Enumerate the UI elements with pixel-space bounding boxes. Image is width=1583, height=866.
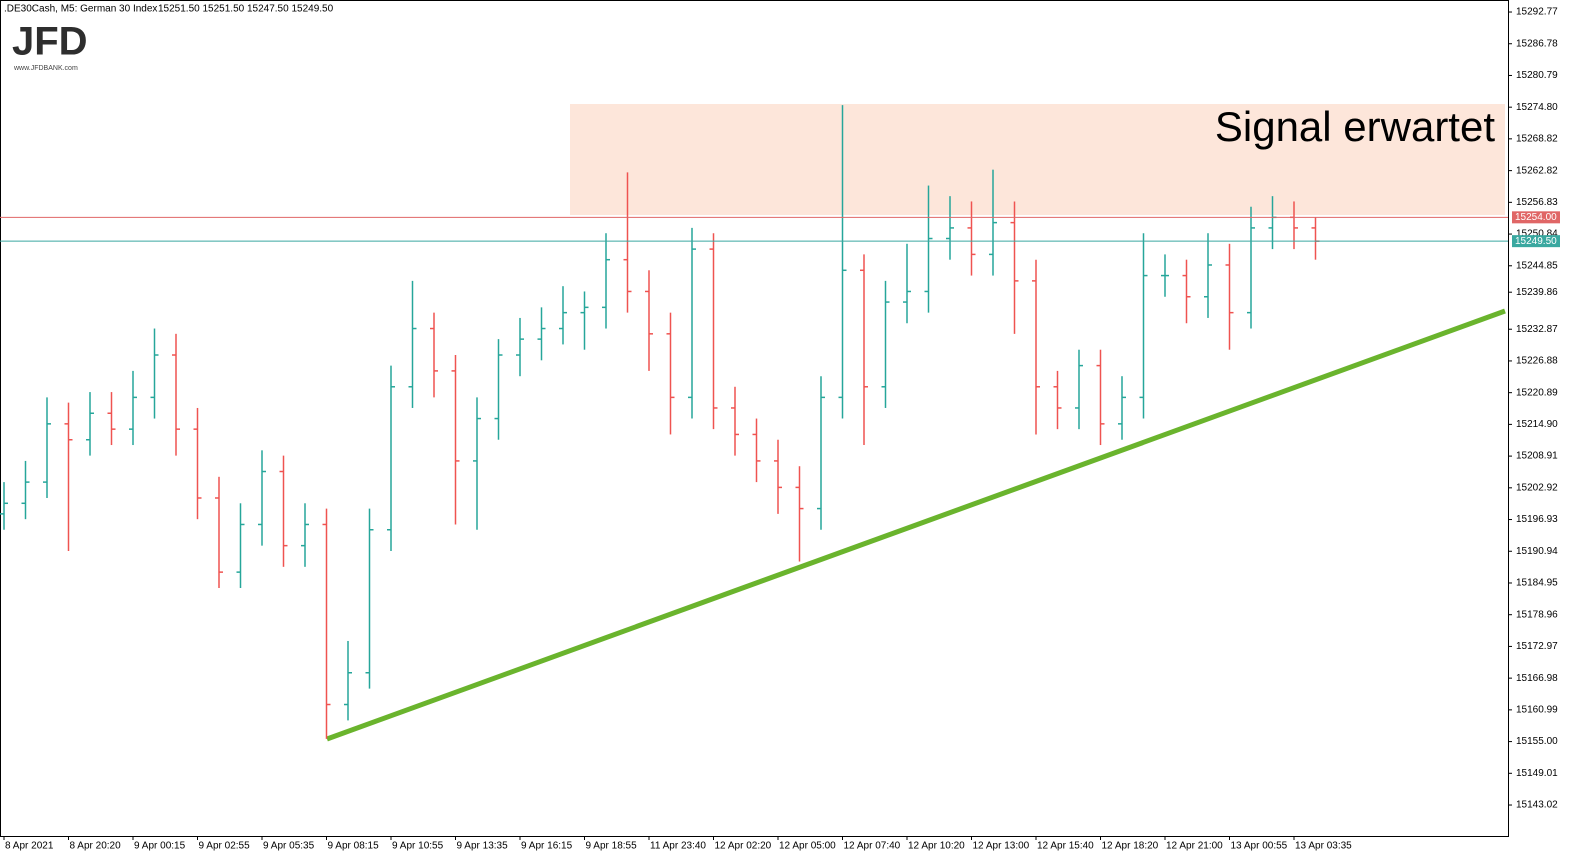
y-tick-label: 15202.92 <box>1516 482 1558 493</box>
x-tick-label: 9 Apr 02:55 <box>199 841 251 852</box>
y-tick-label: 15250.84 <box>1516 229 1558 240</box>
x-tick-label: 9 Apr 05:35 <box>263 841 315 852</box>
x-tick-label: 9 Apr 18:55 <box>586 841 638 852</box>
y-tick-label: 15226.88 <box>1516 356 1558 367</box>
x-tick-label: 8 Apr 2021 <box>5 841 54 852</box>
y-tick-label: 15220.89 <box>1516 387 1558 398</box>
y-tick-label: 15208.91 <box>1516 451 1558 462</box>
chart-title: .DE30Cash, M5: German 30 Index <box>4 4 157 15</box>
y-tick-label: 15280.79 <box>1516 70 1558 81</box>
price-label: 15249.50 <box>1515 236 1557 247</box>
y-tick-label: 15214.90 <box>1516 419 1558 430</box>
x-tick-label: 13 Apr 00:55 <box>1231 841 1288 852</box>
x-tick-label: 12 Apr 15:40 <box>1037 841 1094 852</box>
x-tick-label: 9 Apr 10:55 <box>392 841 444 852</box>
logo: JFD <box>12 20 88 64</box>
x-tick-label: 12 Apr 10:20 <box>908 841 965 852</box>
y-tick-label: 15149.01 <box>1516 768 1558 779</box>
annotation: Signal erwartet <box>1215 103 1495 150</box>
y-tick-label: 15286.78 <box>1516 38 1558 49</box>
x-tick-label: 9 Apr 08:15 <box>328 841 380 852</box>
y-tick-label: 15166.98 <box>1516 673 1558 684</box>
trend-line <box>326 308 1506 742</box>
plot-frame <box>0 0 1509 837</box>
y-tick-label: 15256.83 <box>1516 197 1558 208</box>
x-tick-label: 12 Apr 21:00 <box>1166 841 1223 852</box>
y-tick-label: 15268.82 <box>1516 133 1558 144</box>
y-tick-label: 15172.97 <box>1516 641 1558 652</box>
y-tick-label: 15178.96 <box>1516 609 1558 620</box>
price-tag <box>1512 211 1560 224</box>
y-tick-label: 15239.86 <box>1516 287 1558 298</box>
x-tick-label: 13 Apr 03:35 <box>1295 841 1352 852</box>
x-tick-label: 9 Apr 13:35 <box>457 841 509 852</box>
y-tick-label: 15274.80 <box>1516 102 1558 113</box>
y-tick-label: 15160.99 <box>1516 705 1558 716</box>
x-tick-label: 12 Apr 13:00 <box>973 841 1030 852</box>
x-tick-label: 9 Apr 00:15 <box>134 841 186 852</box>
header-prices: 15251.50 15251.50 15247.50 15249.50 <box>158 4 334 15</box>
price-tag <box>1512 235 1560 248</box>
x-tick-label: 12 Apr 07:40 <box>844 841 901 852</box>
y-tick-label: 15184.95 <box>1516 578 1558 589</box>
x-tick-label: 12 Apr 18:20 <box>1102 841 1159 852</box>
x-tick-label: 11 Apr 23:40 <box>650 841 706 852</box>
y-tick-label: 15196.93 <box>1516 514 1558 525</box>
price-label: 15254.00 <box>1515 212 1557 223</box>
y-tick-label: 15232.87 <box>1516 324 1558 335</box>
x-tick-label: 12 Apr 05:00 <box>779 841 836 852</box>
y-tick-label: 15244.85 <box>1516 260 1558 271</box>
x-tick-label: 9 Apr 16:15 <box>521 841 573 852</box>
y-tick-label: 15190.94 <box>1516 546 1558 557</box>
x-tick-label: 12 Apr 02:20 <box>715 841 772 852</box>
y-tick-label: 15143.02 <box>1516 800 1558 811</box>
signal-zone <box>570 104 1505 215</box>
y-tick-label: 15292.77 <box>1516 7 1558 18</box>
y-tick-label: 15262.82 <box>1516 165 1558 176</box>
y-tick-label: 15155.00 <box>1516 736 1558 747</box>
logo-caption: www.JFDBANK.com <box>13 65 78 72</box>
x-tick-label: 8 Apr 20:20 <box>70 841 122 852</box>
